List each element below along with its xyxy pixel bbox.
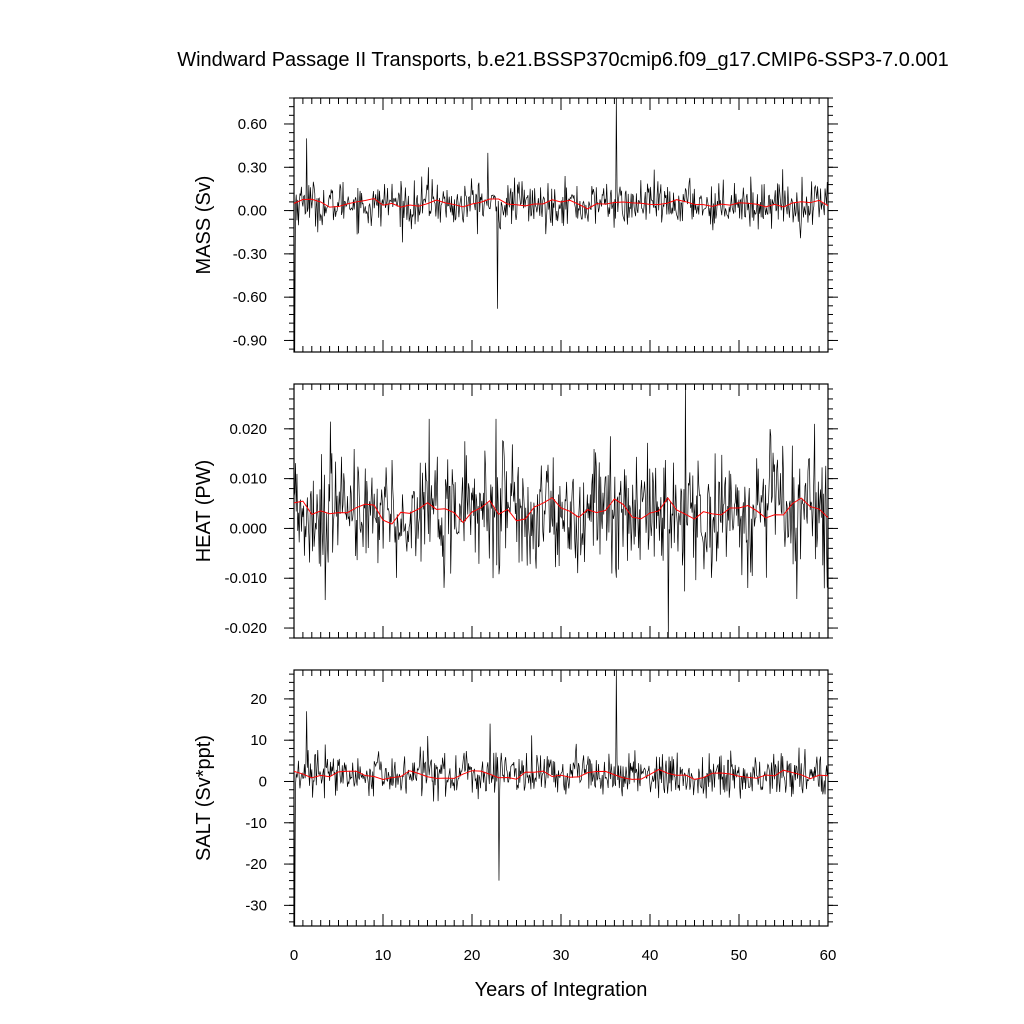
y-tick-label: -0.60 bbox=[233, 289, 267, 306]
x-tick-label: 50 bbox=[731, 947, 748, 964]
panel-2: 0.020 0.010 0.000 -0.010 -0.020 HEAT (PW) bbox=[193, 383, 838, 639]
x-tick-label: 20 bbox=[464, 947, 481, 964]
y-tick-label: -10 bbox=[245, 815, 267, 832]
x-tick-label: 0 bbox=[290, 947, 298, 964]
y-tick-label: 0.00 bbox=[238, 203, 267, 220]
y-tick-label: 10 bbox=[250, 732, 267, 749]
y-tick-label: -0.90 bbox=[233, 332, 267, 349]
y-axis-label: MASS (Sv) bbox=[193, 176, 215, 275]
panel-1: 0.60 0.30 0.00 -0.30 -0.60 -0.90 MASS (Sv) bbox=[193, 97, 838, 353]
y-tick-label: 20 bbox=[250, 691, 267, 708]
y-tick-label: -20 bbox=[245, 856, 267, 873]
panel-frame bbox=[293, 383, 829, 639]
chart-title: Windward Passage II Transports, b.e21.BS… bbox=[177, 49, 949, 71]
y-axis-label: SALT (Sv*ppt) bbox=[193, 735, 215, 861]
y-tick-label: -0.30 bbox=[233, 246, 267, 263]
y-tick-label: -30 bbox=[245, 897, 267, 914]
y-tick-label: -0.020 bbox=[224, 620, 267, 637]
y-tick-label: 0.000 bbox=[229, 520, 267, 537]
raw-series-line bbox=[293, 97, 829, 353]
y-tick-label: -0.010 bbox=[224, 570, 267, 587]
smoothed-series-line bbox=[293, 497, 829, 525]
panel-frame bbox=[293, 97, 829, 353]
panel-frame bbox=[293, 669, 829, 927]
y-tick-label: 0.010 bbox=[229, 471, 267, 488]
x-axis-label: Years of Integration bbox=[475, 979, 648, 1001]
smoothed-series-line bbox=[293, 197, 829, 210]
x-tick-label: 60 bbox=[820, 947, 837, 964]
y-tick-label: 0.60 bbox=[238, 116, 267, 133]
y-axis-label: HEAT (PW) bbox=[193, 460, 215, 563]
raw-series-line bbox=[293, 669, 829, 927]
x-tick-label: 10 bbox=[375, 947, 392, 964]
y-tick-label: 0.020 bbox=[229, 421, 267, 438]
y-tick-label: 0.30 bbox=[238, 159, 267, 176]
panel-3: 20 10 0 -10 -20 -30 0 10 20 30 40 50 60 SALT (Sv*ppt) bbox=[193, 669, 838, 964]
x-tick-label: 40 bbox=[642, 947, 659, 964]
y-tick-label: 0 bbox=[259, 773, 267, 790]
x-tick-label: 30 bbox=[553, 947, 570, 964]
raw-series-line bbox=[293, 383, 829, 639]
panels-group: 0.60 0.30 0.00 -0.30 -0.60 -0.90 MASS (Sv) 0.02… bbox=[193, 97, 838, 964]
smoothed-series-line bbox=[293, 768, 829, 781]
